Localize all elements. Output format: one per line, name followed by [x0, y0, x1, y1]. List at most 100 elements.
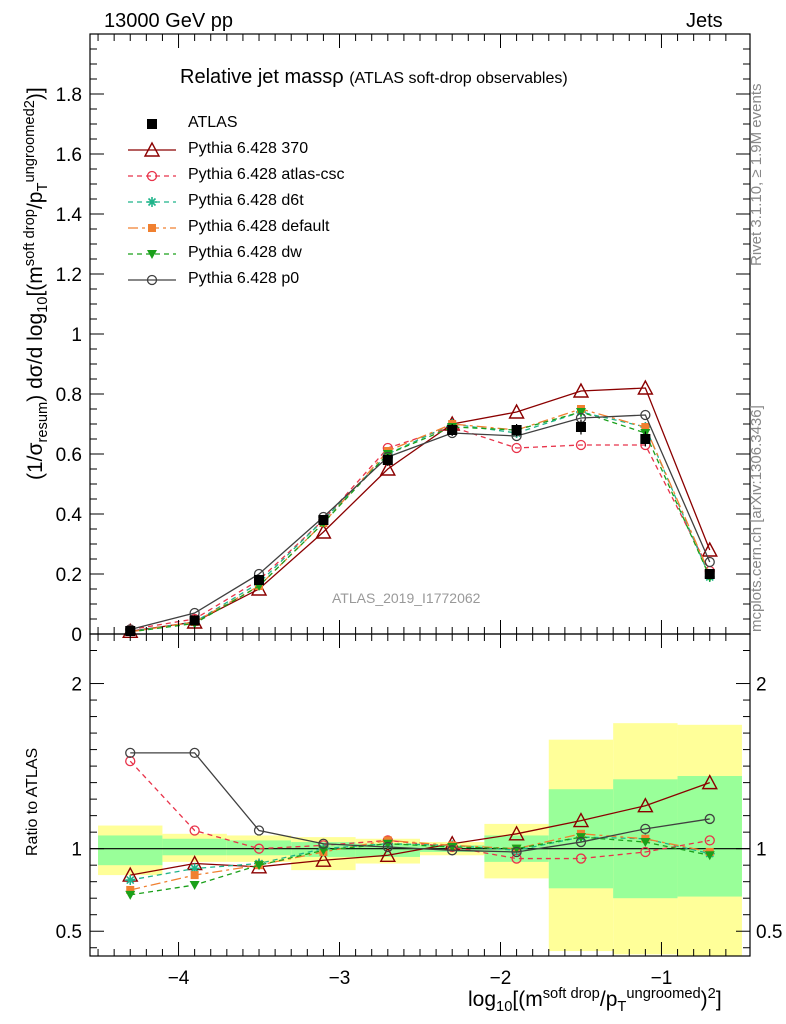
plot-title: Relative jet massρ (ATLAS soft-drop obse…	[180, 66, 568, 89]
ratio-series-point	[318, 838, 329, 849]
green-band-bin	[162, 838, 227, 856]
rivet-version-label: Rivet 3.1.10, ≥ 1.9M events	[748, 83, 765, 267]
x-tick-label: −4	[168, 968, 190, 989]
ratio-series-point	[315, 851, 332, 867]
ratio-y-tick-label: 2	[71, 675, 82, 696]
series-point	[575, 408, 586, 417]
main-y-tick-label: 1.4	[56, 205, 83, 226]
legend-marker	[147, 250, 157, 259]
series-point	[575, 439, 587, 451]
series-point	[315, 523, 332, 539]
legend-entry-label: Pythia 6.428 default	[188, 218, 330, 235]
ratio-series-point	[253, 825, 265, 836]
green-band-bin	[355, 843, 420, 857]
ratio-series-point	[125, 875, 136, 886]
main-y-tick-label: 0.2	[56, 565, 82, 586]
data-point	[511, 425, 522, 435]
ratio-series-point	[640, 823, 651, 835]
ratio-series-point	[511, 844, 522, 854]
ratio-y-tick-label: 1	[71, 840, 82, 861]
legend-marker	[146, 170, 158, 182]
ratio-series-line	[130, 836, 710, 881]
ratio-series-point	[447, 845, 458, 856]
ratio-y-axis-label: Ratio to ATLAS	[24, 747, 41, 856]
plot-title-main: Relative jet massρ	[180, 66, 344, 88]
ratio-series-point	[704, 835, 715, 846]
ratio-series-point	[189, 880, 200, 890]
legend-marker	[146, 274, 158, 286]
ratio-series-point	[189, 825, 200, 836]
axis-ticks: 0 0.2 0.4 0.6 0.8 1 1.2 1.4 1.6 1.8 0.5 0.5 1 1 2 2 −4 −3…	[56, 34, 782, 989]
x-tick-label: −3	[329, 968, 351, 989]
series-point	[508, 403, 525, 419]
energy-label: 13000 GeV pp	[104, 10, 233, 32]
legend-entry-label: Pythia 6.428 d6t	[188, 192, 304, 209]
data-point	[575, 422, 586, 432]
legend-entry-label: Pythia 6.428 370	[188, 140, 309, 157]
ratio-series-point	[126, 885, 135, 894]
main-y-tick-label: 1.2	[56, 265, 82, 286]
legend-marker	[148, 224, 156, 232]
ratio-series-line	[130, 782, 710, 876]
ratio-series-point	[575, 853, 587, 864]
ratio-series-point	[447, 843, 458, 853]
legend-marker	[147, 119, 157, 129]
data-point	[640, 434, 651, 444]
legend-marker	[147, 197, 157, 207]
ratio-series-point	[379, 846, 396, 862]
ratio-series-point	[253, 843, 265, 854]
ratio-series-point	[637, 797, 654, 813]
main-y-tick-label: 0.4	[56, 505, 83, 526]
ratio-y-tick-label-right: 1	[756, 840, 767, 861]
ratio-series-point	[382, 839, 393, 849]
legend-entry-label: ATLAS	[188, 114, 238, 131]
series-line	[130, 426, 711, 631]
data-point	[189, 615, 200, 626]
ratio-y-tick-label-right: 0.5	[756, 922, 782, 943]
data-point	[447, 425, 458, 435]
data-point	[704, 569, 715, 579]
series-line	[130, 411, 711, 633]
ratio-series-point	[704, 851, 715, 861]
ratio-series-line	[130, 833, 710, 891]
series-point	[701, 541, 718, 557]
main-y-tick-label: 1.8	[56, 85, 82, 106]
legend-entry-label: Pythia 6.428 p0	[188, 270, 300, 287]
ratio-series-point	[640, 838, 651, 848]
ratio-panel-series	[122, 747, 718, 900]
legend-markers	[128, 119, 176, 286]
series-point	[379, 460, 396, 476]
ratio-series-point	[190, 871, 199, 880]
ratio-series-point	[189, 747, 200, 759]
ratio-series-point	[318, 846, 329, 856]
ratio-series-point	[125, 755, 136, 767]
series-line	[130, 414, 711, 631]
main-y-tick-label: 0	[71, 625, 82, 646]
main-y-tick-label: 0.6	[56, 445, 82, 466]
ratio-series-line	[129, 760, 710, 860]
green-band-bin	[98, 835, 163, 866]
ratio-series-point	[511, 846, 522, 858]
x-tick-label: −1	[651, 968, 673, 989]
ratio-series-point	[704, 813, 715, 825]
ratio-series-point	[640, 846, 651, 858]
series-point	[572, 382, 590, 398]
process-label: Jets	[686, 10, 723, 32]
series-line	[130, 408, 711, 633]
series-point	[637, 379, 654, 395]
series-point	[704, 556, 715, 568]
series-line	[130, 411, 711, 633]
legend-entry-label: Pythia 6.428 dw	[188, 244, 302, 261]
ratio-series-point	[125, 747, 136, 759]
ratio-series-point	[572, 812, 590, 828]
ratio-series-point	[125, 890, 136, 900]
ratio-series-point	[701, 774, 718, 790]
ratio-series-point	[575, 836, 587, 848]
ratio-series-line	[130, 752, 710, 853]
ratio-y-tick-label: 0.5	[56, 922, 82, 943]
x-tick-label: −2	[490, 968, 512, 989]
data-point	[254, 575, 265, 585]
data-point	[318, 515, 329, 525]
x-axis-label: log10[(msoft drop/pTungroomed)2]	[468, 986, 722, 1016]
main-y-tick-label: 1	[71, 325, 82, 346]
